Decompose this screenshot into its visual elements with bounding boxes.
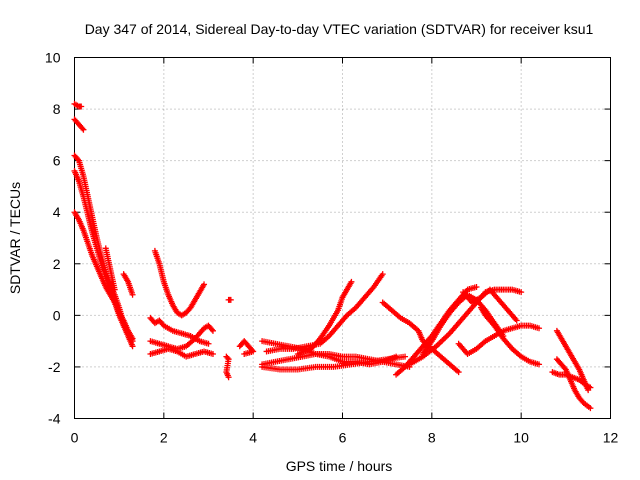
x-tick-label: 2 bbox=[160, 430, 168, 446]
series-track-26 bbox=[460, 286, 520, 324]
series-track-7 bbox=[120, 271, 136, 298]
data-point bbox=[455, 369, 462, 376]
data-point bbox=[587, 405, 594, 412]
data-point bbox=[129, 335, 136, 342]
x-axis-label: GPS time / hours bbox=[286, 458, 393, 474]
data-point bbox=[587, 384, 594, 391]
data-point bbox=[79, 125, 86, 132]
data-point bbox=[129, 291, 136, 298]
data-point bbox=[78, 103, 85, 110]
y-tick-label: 8 bbox=[53, 101, 61, 117]
data-point bbox=[536, 325, 543, 332]
axis-ticks: 0 2 4 6 8 10 12 -4 -2 0 2 4 6 8 10 bbox=[45, 50, 619, 446]
x-tick-label: 10 bbox=[513, 430, 529, 446]
series-track-9 bbox=[147, 314, 212, 347]
y-tick-label: 6 bbox=[53, 153, 61, 169]
series-track-19 bbox=[259, 353, 409, 373]
x-tick-label: 8 bbox=[428, 430, 436, 446]
x-tick-label: 4 bbox=[249, 430, 257, 446]
x-tick-label: 12 bbox=[603, 430, 619, 446]
data-point bbox=[80, 126, 87, 133]
series-track-5 bbox=[71, 209, 136, 342]
data-point bbox=[536, 361, 543, 368]
series-track-1 bbox=[71, 100, 85, 110]
data-points bbox=[71, 100, 594, 412]
chart-title: Day 347 of 2014, Sidereal Day-to-day VTE… bbox=[85, 21, 594, 37]
data-point bbox=[74, 156, 81, 163]
y-tick-label: -4 bbox=[48, 411, 61, 427]
data-point bbox=[225, 374, 232, 381]
data-point bbox=[208, 326, 215, 333]
data-point bbox=[473, 283, 480, 290]
series-track-29 bbox=[549, 369, 594, 391]
series-track-8 bbox=[151, 247, 208, 319]
data-point bbox=[205, 340, 212, 347]
series-track-11 bbox=[147, 345, 216, 360]
y-tick-label: 2 bbox=[53, 256, 61, 272]
y-tick-label: 0 bbox=[53, 307, 61, 323]
data-point bbox=[513, 317, 520, 324]
data-point bbox=[209, 327, 216, 334]
y-axis-label: SDTVAR / TECUs bbox=[7, 182, 23, 294]
data-point bbox=[209, 351, 216, 358]
data-point bbox=[111, 286, 118, 293]
data-point bbox=[224, 354, 231, 361]
data-point bbox=[348, 278, 355, 285]
data-point bbox=[402, 353, 409, 360]
x-tick-label: 6 bbox=[339, 430, 347, 446]
series-track-6 bbox=[102, 245, 118, 293]
series-track-10 bbox=[147, 322, 216, 352]
x-tick-label: 0 bbox=[71, 430, 79, 446]
series-track-12 bbox=[225, 296, 234, 303]
series-track-14 bbox=[236, 338, 257, 358]
series-track-28 bbox=[553, 356, 594, 412]
data-point bbox=[518, 289, 525, 296]
series-track-2 bbox=[71, 116, 87, 133]
series-track-18 bbox=[294, 278, 355, 358]
series-track-13 bbox=[223, 353, 232, 381]
y-tick-label: 4 bbox=[53, 204, 61, 220]
data-point bbox=[129, 343, 136, 350]
data-point bbox=[201, 281, 208, 288]
data-point bbox=[241, 351, 248, 358]
series-track-25 bbox=[477, 304, 543, 368]
y-tick-label: 10 bbox=[45, 50, 61, 66]
grid bbox=[74, 57, 611, 419]
data-point bbox=[561, 365, 568, 372]
data-point bbox=[227, 296, 234, 303]
y-tick-label: -2 bbox=[48, 359, 61, 375]
data-point bbox=[379, 271, 386, 278]
